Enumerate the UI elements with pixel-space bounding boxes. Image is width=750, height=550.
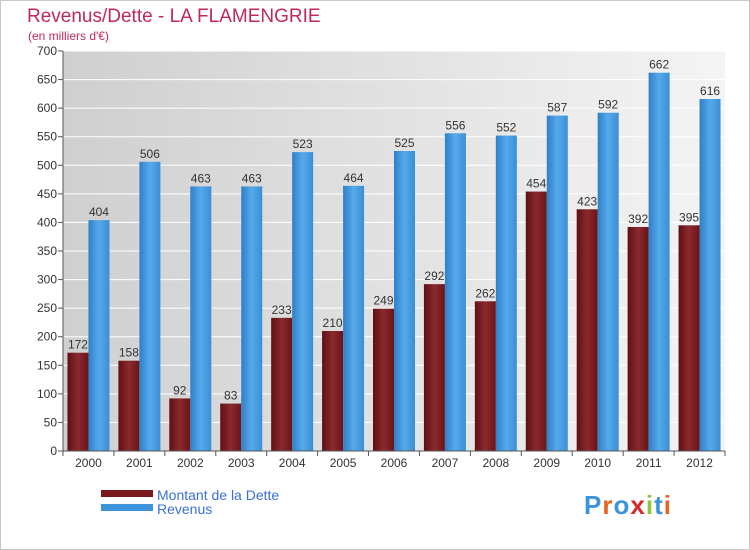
- y-tick-label-500: 500: [37, 158, 57, 172]
- x-axis: 2000 2001 2002 2003 2004 2005 2006 2007 2008 2009…: [62, 450, 726, 470]
- data-label-revenus-2000: 404: [89, 205, 109, 219]
- x-tick-label-2009: 2009: [533, 456, 560, 470]
- data-label-dette-2011: 392: [628, 212, 648, 226]
- logo-letter: t: [654, 490, 664, 520]
- bar-dette-2008: [474, 301, 496, 451]
- bar-revenus-2010: [597, 112, 619, 451]
- logo-letter: P: [584, 490, 603, 520]
- bar-dette-2010: [576, 209, 598, 451]
- x-tick-label-2010: 2010: [584, 456, 611, 470]
- data-label-revenus-2002: 463: [191, 171, 211, 185]
- bar-dette-2001: [118, 360, 140, 451]
- bar-dette-2004: [271, 317, 293, 451]
- logo-letter: x: [630, 490, 646, 520]
- x-tick-label-2000: 2000: [75, 456, 102, 470]
- y-tick-label-0: 0: [50, 444, 57, 458]
- y-tick-label-250: 250: [37, 301, 57, 315]
- data-label-revenus-2007: 556: [445, 118, 465, 132]
- y-tick-label-550: 550: [37, 130, 57, 144]
- data-label-dette-2008: 262: [475, 286, 495, 300]
- y-tick-label-350: 350: [37, 244, 57, 258]
- proxiti-logo: Proxiti: [584, 490, 672, 521]
- data-label-revenus-2001: 506: [140, 147, 160, 161]
- bar-revenus-2006: [394, 151, 415, 451]
- logo-letter: i: [645, 490, 655, 520]
- x-tick-label-2012: 2012: [686, 456, 713, 470]
- y-tick-label-150: 150: [37, 358, 57, 372]
- bar-dette-2002: [169, 398, 191, 451]
- data-label-dette-2012: 395: [679, 210, 699, 224]
- bar-dette-2012: [678, 225, 700, 451]
- bar-revenus-2003: [241, 186, 263, 451]
- x-tick-label-2001: 2001: [126, 456, 153, 470]
- bar-revenus-2009: [546, 115, 568, 452]
- data-label-dette-2001: 158: [119, 346, 139, 360]
- bar-revenus-2000: [88, 220, 110, 451]
- data-label-revenus-2010: 592: [598, 98, 618, 112]
- bar-dette-2003: [220, 403, 242, 451]
- bar-revenus-2011: [648, 72, 670, 451]
- logo-letter: r: [602, 490, 614, 520]
- data-label-revenus-2004: 523: [293, 137, 313, 151]
- y-tick-label-650: 650: [37, 73, 57, 87]
- data-label-dette-2003: 83: [224, 389, 238, 403]
- y-tick-label-450: 450: [37, 187, 57, 201]
- y-tick-label-200: 200: [37, 330, 57, 344]
- data-label-dette-2009: 454: [526, 177, 546, 191]
- data-label-revenus-2011: 662: [649, 58, 669, 72]
- data-label-dette-2004: 233: [272, 303, 292, 317]
- bar-dette-2007: [423, 284, 445, 451]
- data-label-dette-2007: 292: [424, 269, 444, 283]
- data-label-revenus-2006: 525: [394, 136, 414, 150]
- data-label-revenus-2009: 587: [547, 101, 567, 115]
- y-tick-label-600: 600: [37, 101, 57, 115]
- bar-revenus-2002: [190, 186, 212, 451]
- y-tick-label-400: 400: [37, 215, 57, 229]
- x-tick-label-2003: 2003: [228, 456, 255, 470]
- x-tick-label-2008: 2008: [482, 456, 509, 470]
- y-tick-label-100: 100: [37, 387, 57, 401]
- x-tick-label-2006: 2006: [381, 456, 408, 470]
- data-label-dette-2010: 423: [577, 194, 597, 208]
- bar-revenus-2001: [139, 161, 161, 451]
- legend-swatch-dette: [101, 490, 153, 497]
- bar-dette-2006: [373, 308, 394, 451]
- y-axis: 0 50 100 150 200 250 300 350 400 450 500 550 600 650 7…: [37, 44, 64, 458]
- x-tick-label-2007: 2007: [432, 456, 459, 470]
- data-label-dette-2006: 249: [373, 294, 393, 308]
- bar-dette-2009: [525, 191, 547, 452]
- legend-label-dette: Montant de la Dette: [157, 487, 280, 503]
- bar-dette-2005: [322, 331, 344, 451]
- bar-dette-2011: [627, 227, 649, 451]
- data-label-revenus-2012: 616: [700, 84, 720, 98]
- bars-group: 172 404 158 506 92 463 83 463 233 523 210 464 249 525…: [67, 58, 721, 452]
- x-tick-label-2002: 2002: [177, 456, 204, 470]
- bar-revenus-2012: [699, 99, 721, 451]
- x-tick-label-2005: 2005: [330, 456, 357, 470]
- data-label-dette-2000: 172: [68, 338, 88, 352]
- y-tick-label-50: 50: [44, 415, 58, 429]
- legend-swatch-revenus: [101, 504, 153, 511]
- x-tick-label-2011: 2011: [636, 456, 662, 470]
- bar-revenus-2007: [444, 133, 466, 452]
- bar-revenus-2004: [292, 152, 314, 451]
- y-tick-label-300: 300: [37, 273, 57, 287]
- data-label-dette-2002: 92: [173, 383, 187, 397]
- logo-letter: i: [663, 490, 672, 520]
- chart-subtitle: (en milliers d'€): [28, 29, 109, 43]
- data-label-dette-2005: 210: [323, 316, 343, 330]
- bar-dette-2000: [67, 352, 89, 451]
- bar-revenus-2008: [495, 135, 517, 452]
- logo-letter: o: [613, 490, 631, 520]
- data-label-revenus-2008: 552: [496, 121, 516, 135]
- data-label-revenus-2003: 463: [242, 171, 262, 185]
- bar-revenus-2005: [343, 185, 365, 451]
- chart-title: Revenus/Dette - LA FLAMENGRIE: [27, 6, 321, 27]
- legend-label-revenus: Revenus: [157, 501, 213, 517]
- data-label-revenus-2005: 464: [344, 171, 364, 185]
- x-tick-label-2004: 2004: [279, 456, 306, 470]
- y-tick-label-700: 700: [37, 44, 57, 58]
